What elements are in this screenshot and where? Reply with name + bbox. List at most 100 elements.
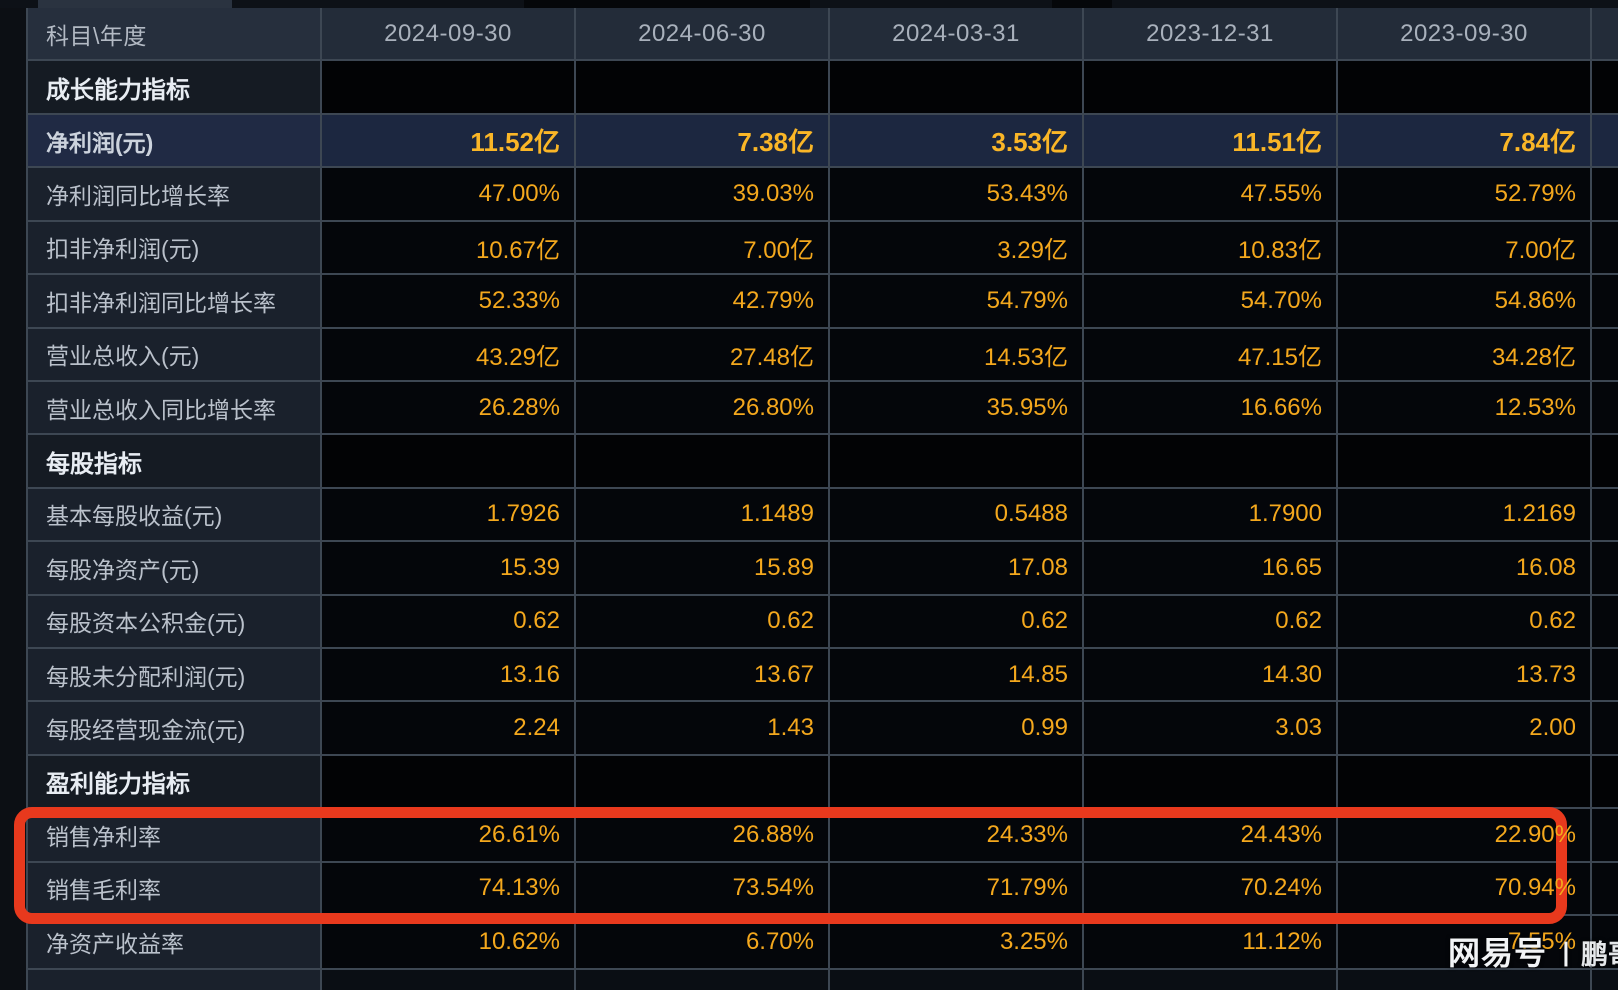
cell-value-text: 11.52亿 bbox=[470, 127, 560, 158]
cell-value: 10.67亿 bbox=[322, 221, 576, 274]
cell-value: 0.62 bbox=[576, 595, 830, 648]
cell-value: 7.84亿 bbox=[1338, 114, 1592, 167]
row-label-text: 净利润(元) bbox=[46, 129, 154, 156]
cell-value-text: 1.2169 bbox=[1502, 500, 1576, 528]
cell-value: 11.51亿 bbox=[1084, 114, 1338, 167]
cell-value: 35.95% bbox=[830, 381, 1084, 434]
table-row-扣非净利润(元)[interactable]: 扣非净利润(元) 10.67亿 7.00亿 3.29亿 10.83亿 7.00亿 bbox=[28, 221, 1618, 276]
row-label bbox=[28, 969, 322, 990]
cell-value-text: 54.86% bbox=[1494, 286, 1576, 314]
row-sliver-cell bbox=[1592, 61, 1618, 113]
column-header-3[interactable]: 2024-03-31 bbox=[830, 8, 1084, 60]
cell-value bbox=[1084, 755, 1338, 808]
cell-value: 2.24 bbox=[322, 702, 576, 754]
cell-value-text: 43.29亿 bbox=[475, 343, 560, 371]
row-sliver-cell bbox=[1592, 114, 1618, 167]
cell-value: 0.5488 bbox=[830, 488, 1084, 541]
table-row-销售毛利率[interactable]: 销售毛利率 74.13% 73.54% 71.79% 70.24% 70.94% bbox=[28, 862, 1618, 917]
cell-value-text: 7.84亿 bbox=[1499, 127, 1576, 158]
top-strip-segment bbox=[524, 0, 810, 8]
cell-value: 26.80% bbox=[576, 381, 830, 434]
column-header-4-text: 2023-12-31 bbox=[1146, 19, 1274, 47]
row-label: 扣非净利润(元) bbox=[28, 221, 322, 274]
column-header-5[interactable]: 2023-09-30 bbox=[1338, 8, 1592, 60]
column-header-1[interactable]: 2024-09-30 bbox=[322, 8, 576, 60]
cell-value: 0.99 bbox=[830, 702, 1084, 754]
table-row-每股未分配利润(元)[interactable]: 每股未分配利润(元) 13.16 13.67 14.85 14.30 13.73 bbox=[28, 649, 1618, 703]
cell-value-text: 0.99 bbox=[1021, 714, 1068, 742]
table-row-销售净利率[interactable]: 销售净利率 26.61% 26.88% 24.33% 24.43% 22.90% bbox=[28, 809, 1618, 863]
cell-value: 22.90% bbox=[1338, 809, 1592, 861]
row-sliver-cell bbox=[1592, 755, 1618, 808]
cell-value-text: 54.79% bbox=[986, 286, 1068, 314]
cell-value-text: 0.62 bbox=[513, 607, 560, 635]
cell-value: 70.94% bbox=[1338, 862, 1592, 915]
cell-value: 2.00 bbox=[1338, 702, 1592, 754]
financial-metrics-table: 科目\年度 2024-09-30 2024-06-30 2024-03-31 2023… bbox=[26, 8, 1618, 990]
cell-value: 13.67 bbox=[576, 649, 830, 701]
cell-value-text: 13.67 bbox=[753, 660, 814, 688]
row-label: 每股经营现金流(元) bbox=[28, 702, 322, 754]
table-row-每股指标[interactable]: 每股指标 bbox=[28, 435, 1618, 489]
table-row-每股经营现金流(元)[interactable]: 每股经营现金流(元) 2.24 1.43 0.99 3.03 2.00 bbox=[28, 702, 1618, 756]
cell-value: 3.25% bbox=[830, 916, 1084, 968]
cell-value: 7.00亿 bbox=[576, 221, 830, 274]
cell-value-text: 24.43% bbox=[1240, 821, 1322, 848]
cell-value-text: 47.00% bbox=[478, 179, 560, 207]
cell-value-text: 42.79% bbox=[732, 286, 814, 314]
row-label-text: 每股净资产(元) bbox=[46, 556, 200, 583]
table-row-营业总收入(元)[interactable]: 营业总收入(元) 43.29亿 27.48亿 14.53亿 47.15亿 34.28亿 bbox=[28, 328, 1618, 382]
row-label-text: 销售净利率 bbox=[46, 824, 161, 850]
table-row-扣非净利润同比增长率[interactable]: 扣非净利润同比增长率 52.33% 42.79% 54.79% 54.70% 54.86% bbox=[28, 275, 1618, 329]
column-header-4[interactable]: 2023-12-31 bbox=[1084, 8, 1338, 60]
cell-value-text: 11.12% bbox=[1242, 927, 1322, 955]
table-row-每股资本公积金(元)[interactable]: 每股资本公积金(元) 0.62 0.62 0.62 0.62 0.62 bbox=[28, 595, 1618, 650]
table-row-净资产收益率[interactable]: 净资产收益率 10.62% 6.70% 3.25% 11.12% 7.55% bbox=[28, 916, 1618, 970]
cell-value-text: 15.89 bbox=[753, 553, 814, 581]
row-label-text: 基本每股收益(元) bbox=[46, 503, 223, 530]
cell-value-text: 24.33% bbox=[986, 821, 1068, 848]
cell-value: 39.03% bbox=[576, 168, 830, 220]
cell-value: 74.13% bbox=[322, 862, 576, 915]
cell-value: 53.43% bbox=[830, 168, 1084, 220]
cell-value: 52.79% bbox=[1338, 168, 1592, 220]
column-header-2[interactable]: 2024-06-30 bbox=[576, 8, 830, 60]
row-label: 营业总收入(元) bbox=[28, 328, 322, 380]
cell-value: 6.70% bbox=[576, 916, 830, 968]
cell-value: 54.86% bbox=[1338, 275, 1592, 327]
cell-value: 0.62 bbox=[830, 595, 1084, 648]
cell-value-text: 26.80% bbox=[732, 393, 814, 421]
table-row-基本每股收益(元)[interactable]: 基本每股收益(元) 1.7926 1.1489 0.5488 1.7900 1.2169 bbox=[28, 488, 1618, 543]
column-header-3-text: 2024-03-31 bbox=[892, 19, 1020, 47]
row-sliver-cell bbox=[1592, 221, 1618, 274]
table-row-净利润(元)[interactable]: 净利润(元) 11.52亿 7.38亿 3.53亿 11.51亿 7.84亿 bbox=[28, 114, 1618, 169]
cell-value bbox=[322, 969, 576, 990]
cell-value bbox=[1084, 969, 1338, 990]
cell-value-text: 2.24 bbox=[513, 714, 560, 742]
table-row-盈利能力指标[interactable]: 盈利能力指标 bbox=[28, 755, 1618, 810]
cell-value-text: 26.88% bbox=[732, 821, 814, 848]
cell-value-text: 26.28% bbox=[478, 393, 560, 421]
watermark-author-text: 鹏哥投研 bbox=[1581, 940, 1618, 970]
cell-value-text: 13.16 bbox=[499, 660, 560, 688]
table-row-净利润同比增长率[interactable]: 净利润同比增长率 47.00% 39.03% 53.43% 47.55% 52.79% bbox=[28, 168, 1618, 222]
cell-value-text: 6.70% bbox=[745, 927, 814, 955]
cell-value: 1.7900 bbox=[1084, 488, 1338, 541]
cell-value: 3.03 bbox=[1084, 702, 1338, 754]
cell-value-text: 34.28亿 bbox=[1491, 343, 1576, 371]
table-row-每股净资产(元)[interactable]: 每股净资产(元) 15.39 15.89 17.08 16.65 16.08 bbox=[28, 542, 1618, 596]
table-row-营业总收入同比增长率[interactable]: 营业总收入同比增长率 26.28% 26.80% 35.95% 16.66% 12.53% bbox=[28, 381, 1618, 436]
cell-value-text: 14.53亿 bbox=[983, 343, 1068, 371]
cell-value: 0.62 bbox=[1338, 595, 1592, 648]
row-label: 净利润(元) bbox=[28, 114, 322, 167]
cell-value-text: 10.62% bbox=[478, 927, 560, 955]
cell-value bbox=[322, 435, 576, 487]
cell-value: 24.33% bbox=[830, 809, 1084, 861]
cell-value-text: 7.00亿 bbox=[1505, 236, 1576, 264]
row-label: 扣非净利润同比增长率 bbox=[28, 275, 322, 327]
cell-value-text: 73.54% bbox=[732, 874, 814, 902]
row-sliver-cell bbox=[1592, 595, 1618, 648]
row-label-text: 净资产收益率 bbox=[46, 930, 184, 957]
table-row-成长能力指标[interactable]: 成长能力指标 bbox=[28, 61, 1618, 115]
